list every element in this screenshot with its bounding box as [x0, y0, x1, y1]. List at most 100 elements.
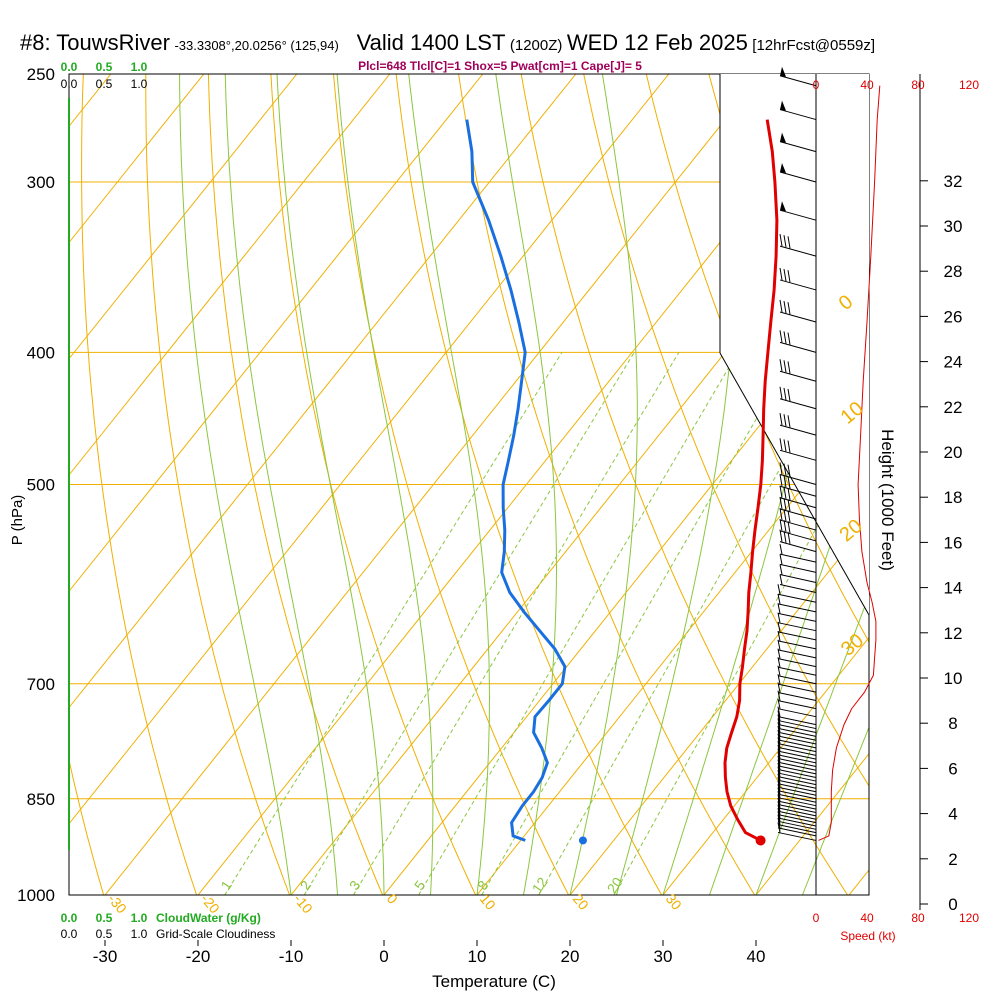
mixing-ratio-label: 2 — [297, 877, 315, 893]
wind-barb — [777, 824, 817, 834]
wind-barb — [779, 311, 817, 323]
cloudiness-label: Grid-Scale Cloudiness — [156, 927, 275, 941]
isotherm-line — [69, 74, 577, 709]
speed-tick-top: 80 — [911, 78, 925, 92]
wind-barb-feather — [777, 797, 781, 809]
valid-date: WED 12 Feb 2025 — [566, 30, 748, 55]
cloudwater-tick-bottom: 1.0 — [131, 911, 148, 925]
wind-barb-feather — [777, 801, 781, 812]
theta-label: 30 — [663, 891, 685, 913]
wind-barb-feather — [787, 531, 791, 544]
wind-barb — [777, 768, 817, 778]
wind-barb-feather — [783, 509, 787, 522]
wind-barb-feather — [783, 268, 787, 282]
isotherm-line — [848, 869, 869, 895]
wind-barb — [779, 209, 817, 221]
isotherm-line — [0, 74, 18, 895]
height-tick-label-32: 32 — [944, 172, 963, 191]
surface-temperature-dot — [755, 835, 766, 846]
mixing-ratio-line — [353, 352, 680, 895]
barb-panel-upper — [720, 74, 869, 615]
wind-speed-profile — [818, 85, 881, 841]
height-axis-label: Height (1000 Feet) — [878, 429, 897, 571]
p-tick-label-300: 300 — [27, 173, 55, 192]
isotherm-label: 30 — [837, 630, 868, 661]
height-tick-label-0: 0 — [948, 895, 957, 914]
wind-barb-feather — [777, 752, 781, 763]
wind-barb-feather — [787, 487, 791, 501]
wind-barb-feather — [777, 762, 781, 774]
height-tick-label-22: 22 — [944, 398, 963, 417]
p-tick-label-250: 250 — [27, 65, 55, 84]
mixing-ratio-label: 3 — [346, 877, 364, 893]
cloudiness-tick-bottom: 0.0 — [61, 927, 78, 941]
y-axis-label: P (hPa) — [9, 495, 26, 546]
speed-axis-label: Speed (kt) — [840, 929, 895, 943]
mixing-ratio-label: 5 — [411, 877, 429, 893]
wind-barb-feather — [779, 544, 783, 555]
wind-barb-feather — [777, 593, 781, 604]
cloudwater-tick-top: 1.0 — [131, 60, 148, 74]
wind-barb — [779, 449, 817, 461]
wind-barb — [777, 820, 817, 830]
isotherm-line — [104, 74, 763, 895]
dry-adiabat — [207, 74, 384, 895]
wind-barb-pennant — [780, 100, 786, 111]
wind-barb — [779, 171, 817, 183]
theta-label: 20 — [570, 891, 592, 913]
wind-barb — [779, 497, 817, 509]
wind-barb-feather — [777, 718, 781, 729]
mixing-ratio-line — [224, 352, 563, 895]
wind-barb — [777, 622, 817, 632]
wind-barb — [777, 827, 817, 837]
wind-barb-feather — [787, 415, 791, 428]
wind-barb — [777, 786, 817, 796]
dry-adiabat — [645, 74, 869, 643]
isotherm-line — [69, 74, 298, 360]
x-tick-label-30: 30 — [654, 947, 673, 966]
speed-tick-bottom: 80 — [911, 911, 925, 925]
wind-barb — [779, 519, 817, 531]
wind-barb-feather — [777, 817, 781, 828]
wind-barb-feather — [779, 485, 783, 498]
x-tick-label-20: 20 — [561, 947, 580, 966]
wind-barb-feather — [783, 475, 787, 488]
cloudiness-tick-bottom: 1.0 — [131, 927, 148, 941]
height-tick-label-20: 20 — [944, 443, 963, 462]
theta-label: 10 — [477, 891, 499, 913]
p-tick-label-500: 500 — [27, 476, 55, 495]
wind-barb-feather — [777, 777, 781, 788]
wind-barb-feather — [783, 530, 787, 543]
wind-barb-feather — [787, 270, 791, 283]
wind-barb — [777, 723, 817, 733]
wind-barb — [777, 593, 817, 603]
wind-barb-pennant — [780, 132, 786, 143]
temperature-profile — [723, 119, 779, 842]
height-tick-label-14: 14 — [944, 579, 963, 598]
wind-barb — [779, 553, 817, 563]
isotherm-line — [662, 636, 869, 895]
wind-barb — [777, 779, 817, 789]
speed-tick-top: 40 — [860, 78, 874, 92]
wind-barb-pennant — [780, 162, 786, 173]
wind-barb-feather — [779, 554, 783, 565]
wind-barb-feather — [783, 387, 787, 400]
wind-barb — [777, 754, 817, 764]
wind-barb-feather — [779, 507, 783, 521]
wind-barb-feather — [783, 498, 787, 511]
wind-barb — [777, 750, 817, 760]
x-tick-label--20: -20 — [186, 947, 211, 966]
parcel-dewpoint-dot — [578, 836, 587, 845]
wind-barb — [777, 739, 817, 749]
wind-barb-feather — [779, 438, 783, 451]
wind-barb-feather — [777, 748, 781, 759]
wind-barb-feather — [783, 301, 787, 314]
height-tick-label-12: 12 — [944, 624, 963, 643]
dewpoint-profile — [465, 119, 567, 842]
p-tick-label-700: 700 — [27, 675, 55, 694]
wind-barb-feather — [777, 584, 781, 595]
wind-barb-feather — [783, 463, 787, 476]
wind-barb — [777, 675, 817, 685]
wind-barb-feather — [779, 474, 783, 487]
wind-barb-feather — [783, 439, 787, 452]
